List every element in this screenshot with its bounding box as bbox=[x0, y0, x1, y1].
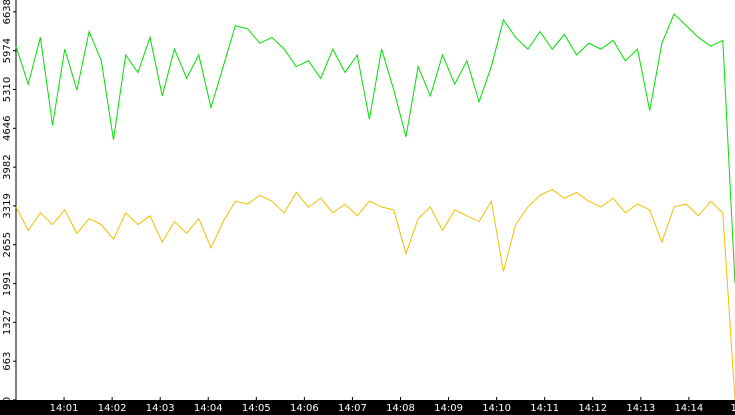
x-tick-label: 14:04 bbox=[194, 403, 223, 414]
x-tick-label: 14:08 bbox=[386, 403, 415, 414]
x-axis-band bbox=[0, 400, 735, 415]
x-tick-label: 14 bbox=[731, 403, 735, 414]
x-tick-label: 14:05 bbox=[242, 403, 271, 414]
x-tick-label: 14:13 bbox=[626, 403, 655, 414]
x-tick-label: 14:10 bbox=[482, 403, 511, 414]
y-tick-label: 663 bbox=[2, 352, 13, 371]
x-tick-label: 14:06 bbox=[290, 403, 319, 414]
y-tick-label: 3319 bbox=[2, 193, 13, 218]
x-tick-label: 14:07 bbox=[338, 403, 367, 414]
x-tick-label: 14:01 bbox=[50, 403, 79, 414]
x-tick-label: 14:03 bbox=[146, 403, 175, 414]
x-tick-label: 14:09 bbox=[434, 403, 463, 414]
x-tick-label: 14:12 bbox=[578, 403, 607, 414]
y-tick-label: 5974 bbox=[2, 38, 13, 63]
series-line bbox=[15, 188, 735, 401]
plot-background bbox=[0, 0, 735, 400]
y-tick-label: 4646 bbox=[2, 116, 13, 141]
x-tick-label: 14:02 bbox=[98, 403, 127, 414]
y-tick-label: 2655 bbox=[2, 232, 13, 257]
y-tick-label: 6638 bbox=[2, 0, 13, 25]
y-tick-label: 1327 bbox=[2, 310, 13, 335]
x-tick-label: 14:14 bbox=[674, 403, 703, 414]
x-tick-label: 14:11 bbox=[530, 403, 559, 414]
y-tick-label: 5310 bbox=[2, 77, 13, 102]
y-tick-label: 0 bbox=[2, 397, 13, 403]
y-tick-label: 3982 bbox=[2, 154, 13, 179]
y-tick-label: 1991 bbox=[2, 271, 13, 296]
series-line bbox=[15, 13, 735, 284]
